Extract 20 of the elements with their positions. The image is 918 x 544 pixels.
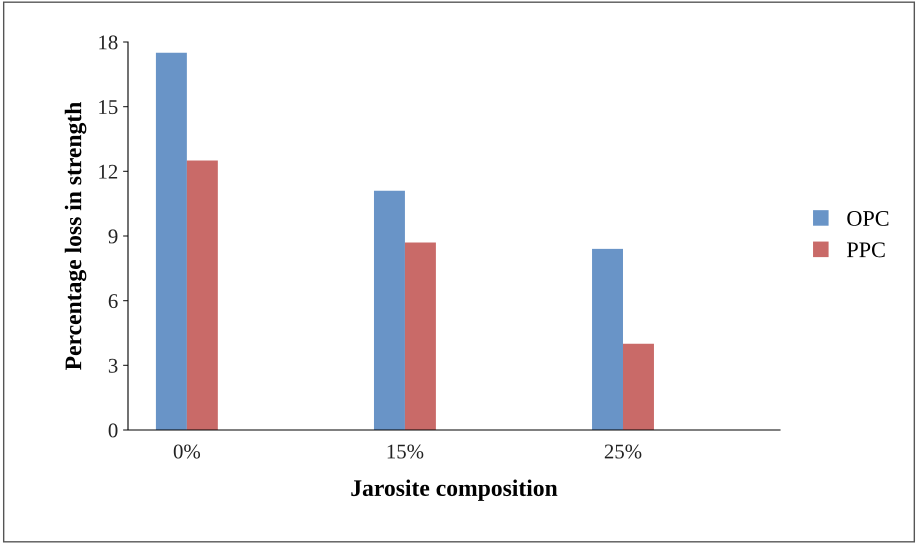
bar [592,248,623,430]
legend-label: PPC [847,242,885,258]
x-tick-label: 25% [604,444,642,459]
y-axis-title: Percentage loss in strength [64,102,86,370]
legend-label: OPC [847,210,888,226]
x-tick-label: 15% [388,444,424,459]
y-tick-label: 0 [108,423,118,438]
bar [404,242,436,430]
bar [186,160,218,430]
bar [374,190,405,430]
x-axis-title: Jarosite composition [351,479,558,501]
y-tick-label: 9 [108,229,118,244]
bar [156,52,187,430]
y-tick-label: 3 [108,358,118,373]
y-tick-label: 18 [99,35,118,50]
x-tick-label: 0% [174,444,200,459]
y-tick-label: 6 [108,294,118,308]
y-tick-label: 15 [99,100,118,114]
y-tick-label: 12 [99,164,118,179]
bar [622,344,654,430]
